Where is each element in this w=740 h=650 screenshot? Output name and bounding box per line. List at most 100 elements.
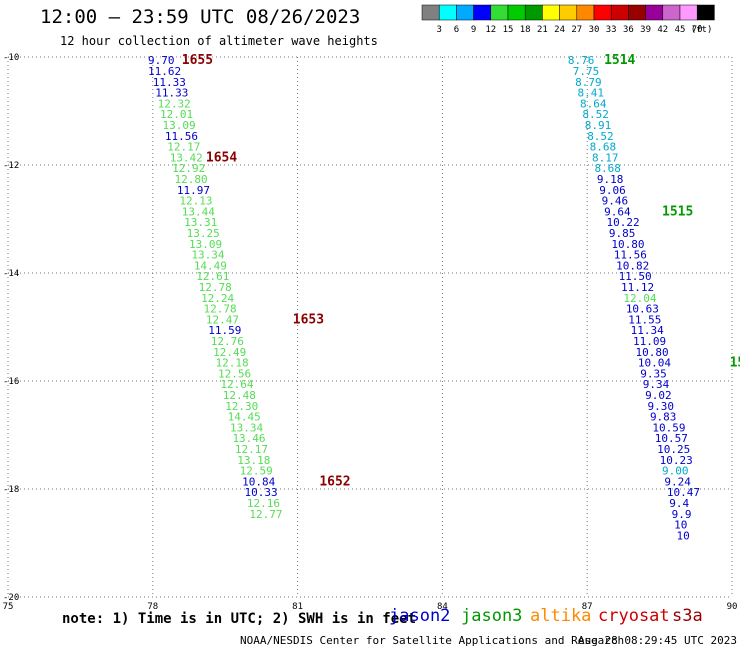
- color-scale-tick-label: 18: [520, 25, 531, 35]
- x-tick-label: 81: [292, 602, 303, 612]
- wave-height-label: 11.97: [177, 184, 210, 197]
- x-tick-label: 90: [727, 602, 738, 612]
- wave-height-label: 12.78: [203, 303, 236, 316]
- wave-height-label: 9.83: [650, 411, 677, 424]
- wave-height-label: 12.61: [196, 270, 229, 283]
- wave-height-label: 12.17: [167, 141, 200, 154]
- satellite-cryosat-label: cryosat: [598, 606, 670, 626]
- pass-time-label: 1654: [206, 150, 237, 165]
- wave-height-label: 11.33: [153, 76, 186, 89]
- wave-height-label: 10.59: [652, 421, 685, 434]
- wave-height-label: 9.4: [669, 497, 689, 510]
- satellite-cryosat: cryosat: [598, 606, 670, 626]
- color-scale-tick-label: 45: [675, 25, 686, 35]
- wave-height-label: 10.80: [611, 238, 644, 251]
- wave-height-label: 11.55: [628, 313, 661, 326]
- y-tick-label: -12: [3, 161, 19, 171]
- pass-time-label: 1653: [293, 312, 324, 327]
- color-scale-tick-label: 21: [537, 25, 548, 35]
- wave-height-label: 9.9: [672, 508, 692, 521]
- y-tick-label: -16: [3, 377, 19, 387]
- chart-title: 12:00 – 23:59 UTC 08/26/2023: [40, 6, 361, 28]
- wave-height-label: 13.46: [232, 432, 265, 445]
- satellite-altika: altika: [530, 606, 591, 626]
- wave-height-label: 9.46: [602, 195, 629, 208]
- color-scale-tick-label: 24: [554, 25, 565, 35]
- wave-height-label: 8.17: [592, 151, 619, 164]
- color-scale-tick-label: 15: [503, 25, 514, 35]
- wave-height-label: 12.32: [158, 97, 191, 110]
- wave-height-label: 14.49: [194, 259, 227, 272]
- wave-height-label: 10.84: [242, 475, 275, 488]
- wave-height-label: 8.79: [575, 76, 602, 89]
- wave-height-label: 10.80: [635, 346, 668, 359]
- wave-height-label: 10.25: [657, 443, 690, 456]
- color-scale-tick-label: 3: [436, 25, 441, 35]
- chart-subtitle: 12 hour collection of altimeter wave hei…: [60, 34, 378, 48]
- color-scale-tick-label: 12: [485, 25, 496, 35]
- wave-height-label: 11.56: [614, 249, 647, 262]
- wave-height-label: 9.35: [640, 367, 667, 380]
- wave-height-label: 11.09: [633, 335, 666, 348]
- wave-height-label: 12.77: [249, 508, 282, 521]
- satellite-s3a-label: s3a: [672, 606, 703, 626]
- wave-height-label: 11.59: [208, 324, 241, 337]
- wave-height-label: 13.34: [191, 249, 224, 262]
- wave-height-label: 13.09: [189, 238, 222, 251]
- y-tick-label: -18: [3, 485, 19, 495]
- wave-height-label: 12.01: [160, 108, 193, 121]
- satellite-jason2: jason2: [389, 606, 450, 626]
- wave-height-label: 8.41: [578, 87, 605, 100]
- wave-height-label: 12.04: [623, 292, 656, 305]
- color-scale-swatch: [473, 4, 492, 21]
- wave-height-label: 11.50: [619, 270, 652, 283]
- footer-note: note: 1) Time is in UTC; 2) SWH is in fe…: [62, 611, 417, 627]
- wave-height-label: 9.64: [604, 205, 631, 218]
- wave-height-label: 10.23: [660, 454, 693, 467]
- color-scale-swatch: [645, 4, 664, 21]
- color-scale-swatch: [610, 4, 629, 21]
- color-scale-swatch: [490, 4, 509, 21]
- wave-height-label: 8.52: [587, 130, 614, 143]
- wave-height-label: 9.06: [599, 184, 626, 197]
- pass-time-label: 1515: [662, 204, 693, 219]
- y-tick-label: -20: [3, 593, 19, 603]
- wave-height-label: 9.85: [609, 227, 636, 240]
- wave-height-label: 8.76: [568, 54, 595, 67]
- pass-time-label: 1516: [730, 356, 740, 371]
- footer-credit: NOAA/NESDIS Center for Satellite Applica…: [240, 634, 625, 647]
- y-tick-label: -10: [3, 53, 19, 63]
- wave-height-label: 13.25: [187, 227, 220, 240]
- color-scale-swatch: [507, 4, 526, 21]
- wave-height-label: 12.59: [240, 465, 273, 478]
- x-tick-label: 87: [582, 602, 593, 612]
- wave-height-label: 14.45: [228, 411, 261, 424]
- color-scale-swatch: [542, 4, 560, 21]
- satellite-jason3-label: jason3: [461, 606, 523, 626]
- wave-height-label: 13.31: [184, 216, 217, 229]
- wave-height-label: 13.44: [182, 205, 215, 218]
- color-scale-swatch: [628, 4, 646, 21]
- color-scale-tick-label: 6: [454, 25, 459, 35]
- wave-height-label: 7.75: [573, 65, 600, 78]
- wave-height-label: 10.47: [667, 486, 700, 499]
- color-scale-tick-label: 39: [640, 25, 651, 35]
- color-scale-swatch: [593, 4, 612, 21]
- wave-height-label: 11.62: [148, 65, 181, 78]
- satellite-jason3: jason3: [461, 606, 522, 626]
- color-scale-tick-label: 70: [692, 25, 703, 35]
- wave-height-label: 12.24: [201, 292, 234, 305]
- wave-height-label: 12.49: [213, 346, 246, 359]
- color-scale-tick-label: 36: [623, 25, 634, 35]
- color-scale-tick-label: 33: [606, 25, 617, 35]
- color-scale-tick-label: 42: [657, 25, 668, 35]
- satellite-s3a: s3a: [672, 606, 703, 626]
- color-scale-swatch: [456, 4, 474, 21]
- color-scale-swatch: [421, 4, 440, 21]
- wave-height-label: 8.91: [585, 119, 612, 132]
- wave-height-label: 12.13: [179, 195, 212, 208]
- satellite-jason2-label: jason2: [389, 606, 451, 626]
- wave-height-label: 9.70: [148, 54, 175, 67]
- color-scale-unit-label: (ft): [691, 25, 713, 35]
